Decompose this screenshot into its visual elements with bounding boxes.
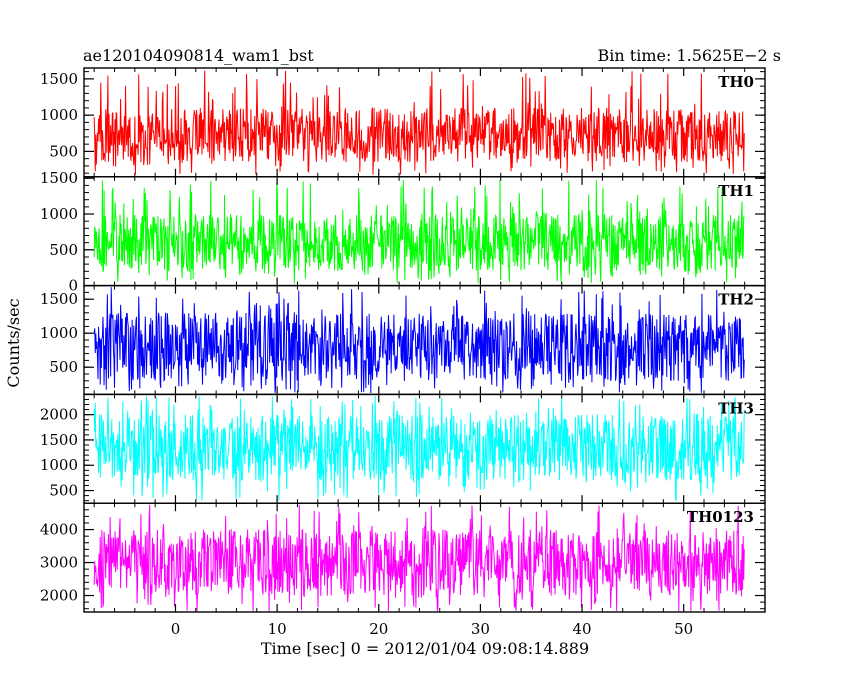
x-tick-label: 50 bbox=[674, 620, 693, 638]
y-tick-label: 4000 bbox=[40, 521, 78, 539]
series-line-th0 bbox=[93, 70, 745, 175]
panels-group: 500 1000 1500 TH0 0 500 1000 1500 TH1 500 1000 1500… bbox=[40, 67, 766, 613]
series-line-th0123 bbox=[93, 504, 745, 612]
panel-th2: 500 1000 1500 TH2 bbox=[40, 284, 766, 396]
chart-title: ae120104090814_wam1_bst bbox=[83, 46, 314, 65]
x-axis-label: Time [sec] 0 = 2012/01/04 09:08:14.889 bbox=[261, 639, 589, 658]
panel-label-th2: TH2 bbox=[718, 291, 754, 309]
y-tick-label: 500 bbox=[49, 482, 78, 500]
y-tick-label: 1000 bbox=[40, 324, 78, 342]
y-tick-label: 500 bbox=[49, 358, 78, 376]
y-tick-label: 0 bbox=[68, 277, 78, 295]
y-tick-label: 500 bbox=[49, 241, 78, 259]
panel-label-th0: TH0 bbox=[718, 73, 754, 91]
y-tick-label: 1500 bbox=[40, 169, 78, 187]
panel-label-th0123: TH0123 bbox=[687, 508, 754, 526]
y-tick-label: 1500 bbox=[40, 431, 78, 449]
y-tick-label: 2000 bbox=[40, 406, 78, 424]
y-tick-label: 1000 bbox=[40, 205, 78, 223]
series-line-th3 bbox=[93, 396, 745, 502]
panel-th0123: 2000 3000 4000 TH0123 bbox=[40, 502, 766, 613]
panel-th0: 500 1000 1500 TH0 bbox=[40, 67, 766, 178]
panel-th3: 500 1000 1500 2000 TH3 bbox=[40, 393, 766, 504]
x-tick-label: 0 bbox=[171, 620, 181, 638]
y-tick-label: 1500 bbox=[40, 290, 78, 308]
y-tick-label: 1500 bbox=[40, 70, 78, 88]
y-tick-label: 3000 bbox=[40, 554, 78, 572]
panel-frame bbox=[83, 502, 766, 613]
panel-label-th1: TH1 bbox=[718, 182, 754, 200]
y-axis-label: Counts/sec bbox=[4, 298, 23, 387]
x-axis: 0 10 20 30 40 50 bbox=[171, 620, 694, 638]
y-tick-label: 500 bbox=[49, 142, 78, 160]
x-tick-label: 10 bbox=[268, 620, 287, 638]
x-tick-label: 20 bbox=[369, 620, 388, 638]
bin-time-label: Bin time: 1.5625E−2 s bbox=[598, 46, 781, 65]
y-tick-label: 1000 bbox=[40, 106, 78, 124]
y-tick-label: 1000 bbox=[40, 456, 78, 474]
series-line-th1 bbox=[93, 179, 745, 284]
panel-label-th3: TH3 bbox=[718, 399, 754, 417]
panel-th1: 0 500 1000 1500 TH1 bbox=[40, 169, 766, 295]
x-tick-label: 30 bbox=[471, 620, 490, 638]
series-line-th2 bbox=[93, 287, 745, 393]
x-tick-label: 40 bbox=[572, 620, 591, 638]
y-tick-label: 2000 bbox=[40, 587, 78, 605]
